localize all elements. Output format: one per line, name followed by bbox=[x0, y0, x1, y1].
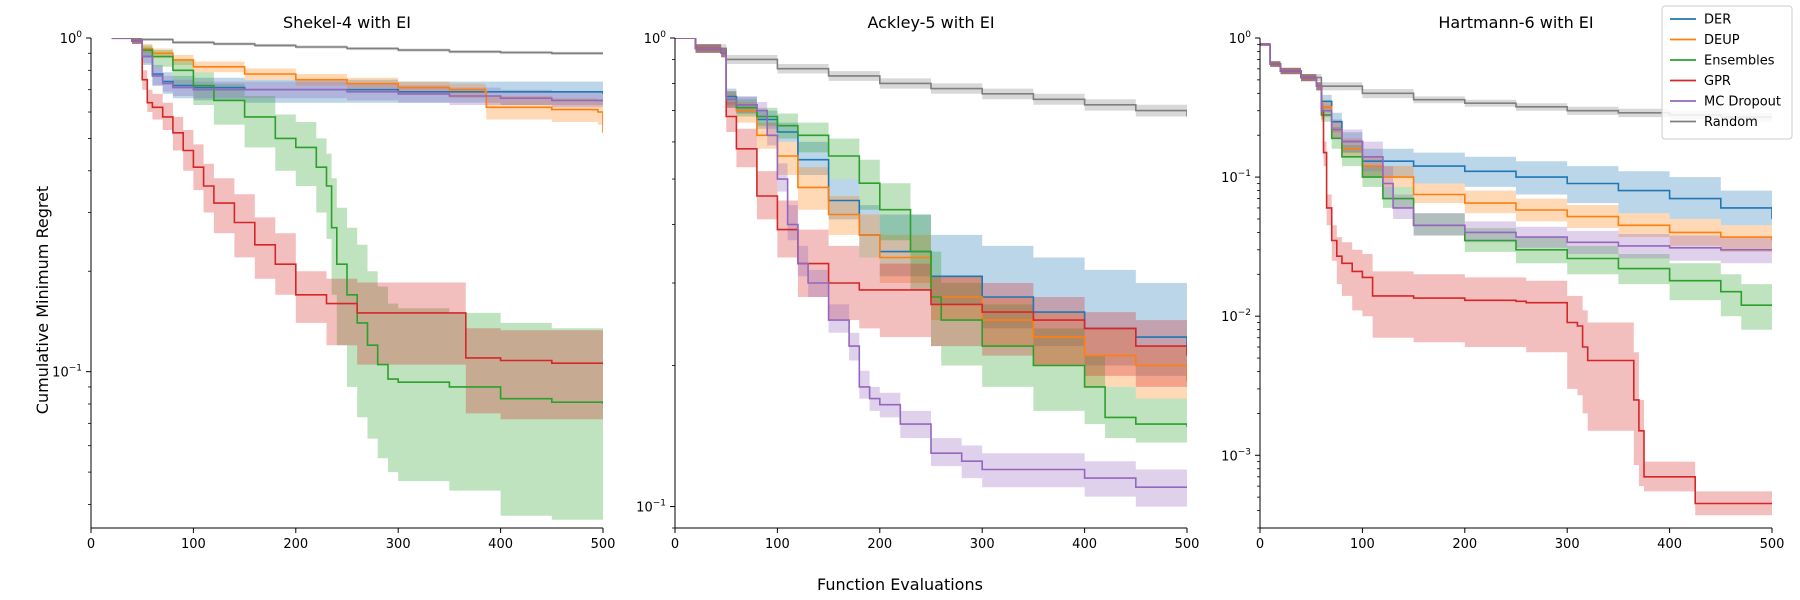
chart-title: Shekel-4 with EI bbox=[283, 13, 411, 32]
series-lines bbox=[1260, 43, 1772, 505]
y-tick-label: 100 bbox=[644, 30, 667, 47]
x-tick-label: 500 bbox=[1760, 537, 1785, 552]
y-tick-label: 10−1 bbox=[1221, 169, 1251, 186]
legend-item: DER bbox=[1670, 13, 1731, 28]
chart-panel-1: 0 100 200 300 400 500 100 10−1 Shekel-4 with EI bbox=[52, 13, 615, 552]
x-tick-label: 0 bbox=[1256, 537, 1264, 552]
band-deup bbox=[111, 38, 603, 148]
chart-title: Hartmann-6 with EI bbox=[1438, 13, 1593, 32]
x-tick-label: 200 bbox=[283, 537, 308, 552]
x-tick-label: 0 bbox=[671, 537, 679, 552]
x-tick-label: 200 bbox=[867, 537, 892, 552]
series-line-ensembles bbox=[111, 38, 603, 404]
legend-label: Random bbox=[1704, 115, 1758, 130]
y-tick-label: 10−1 bbox=[636, 499, 666, 516]
x-tick-label: 500 bbox=[591, 537, 616, 552]
band-ensembles bbox=[111, 38, 603, 524]
y-axis-label: Cumulative Minimum Regret bbox=[33, 186, 52, 414]
legend-label: MC Dropout bbox=[1704, 95, 1781, 110]
series-line-mc-dropout bbox=[111, 38, 603, 102]
x-tick-label: 100 bbox=[181, 537, 206, 552]
series-line-mc-dropout bbox=[675, 38, 1187, 488]
x-tick-label: 400 bbox=[1657, 537, 1682, 552]
legend-label: DEUP bbox=[1704, 33, 1740, 48]
legend: DER DEUP Ensembles GPR MC Dropout Random bbox=[1661, 5, 1793, 140]
band-mc-dropout bbox=[675, 38, 1187, 507]
band-gpr bbox=[111, 38, 603, 420]
band-gpr bbox=[1260, 43, 1772, 516]
series-line-mc-dropout bbox=[1260, 43, 1772, 251]
legend-label: Ensembles bbox=[1704, 54, 1775, 69]
band-der bbox=[1260, 43, 1772, 233]
chart-panel-2: 0 100 200 300 400 500 100 10−1 Ackley-5 with EI bbox=[636, 13, 1199, 552]
x-tick-label: 300 bbox=[970, 537, 995, 552]
band-gpr bbox=[675, 38, 1187, 399]
series-lines bbox=[111, 38, 603, 404]
legend-item: Ensembles bbox=[1670, 54, 1775, 69]
legend-item: Random bbox=[1670, 115, 1758, 130]
x-tick-label: 100 bbox=[765, 537, 790, 552]
confidence-bands bbox=[675, 38, 1187, 507]
band-ensembles bbox=[1260, 43, 1772, 334]
legend-item: MC Dropout bbox=[1670, 95, 1781, 110]
x-tick-label: 300 bbox=[1555, 537, 1580, 552]
series-line-gpr bbox=[111, 38, 603, 364]
y-tick-label: 100 bbox=[60, 30, 83, 47]
legend-item: DEUP bbox=[1670, 33, 1740, 48]
legend-item: GPR bbox=[1670, 74, 1731, 89]
band-random bbox=[675, 38, 1187, 123]
y-tick-label: 10−3 bbox=[1221, 447, 1251, 464]
series-line-random bbox=[111, 38, 603, 55]
x-tick-label: 500 bbox=[1175, 537, 1200, 552]
band-deup bbox=[675, 38, 1187, 405]
chart-title: Ackley-5 with EI bbox=[867, 13, 994, 32]
series-line-deup bbox=[111, 38, 603, 133]
x-tick-label: 200 bbox=[1452, 537, 1477, 552]
band-der bbox=[675, 38, 1187, 399]
band-ensembles bbox=[675, 38, 1187, 446]
x-tick-label: 400 bbox=[1072, 537, 1097, 552]
x-tick-label: 400 bbox=[488, 537, 513, 552]
band-random bbox=[111, 38, 603, 55]
x-axis-label: Function Evaluations bbox=[817, 575, 983, 594]
x-tick-label: 0 bbox=[87, 537, 95, 552]
legend-label: GPR bbox=[1704, 74, 1731, 89]
y-tick-label: 10−1 bbox=[52, 364, 82, 381]
series-lines bbox=[675, 38, 1187, 488]
confidence-bands bbox=[111, 38, 603, 524]
chart-panel-3: 0 100 200 300 400 500 100 10−1 10−2 10−3 Hartmann-… bbox=[1221, 13, 1784, 552]
x-tick-label: 300 bbox=[386, 537, 411, 552]
legend-label: DER bbox=[1704, 13, 1731, 28]
y-tick-label: 10−2 bbox=[1221, 308, 1251, 325]
x-tick-label: 100 bbox=[1350, 537, 1375, 552]
y-tick-label: 100 bbox=[1229, 30, 1252, 47]
